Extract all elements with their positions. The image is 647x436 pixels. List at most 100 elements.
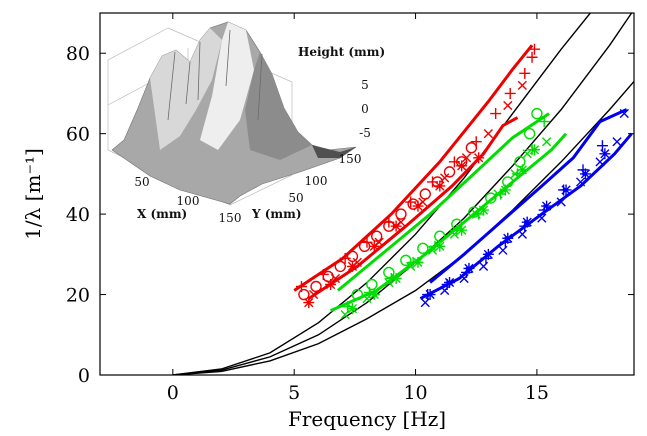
inset-y-tick: 100 [305,174,328,188]
inset-z-tick: 5 [361,78,369,92]
blue-marker-cross [575,177,586,187]
red-marker-cross [330,273,341,284]
red-marker-star [473,152,485,164]
red-upper-band [293,44,534,292]
blue-marker-plus [596,140,608,152]
x-tick-label: 5 [288,382,300,404]
red-marker-cross [503,100,513,111]
green-upper-band [336,112,550,292]
green-marker-circle [485,192,497,204]
red-marker-plus [339,252,351,264]
green-marker-circle [383,266,395,279]
green-marker-star [528,144,540,156]
red-marker-star [434,180,446,192]
inset-z-tick: 0 [361,102,369,116]
blue-marker-cross [459,273,469,284]
blue-marker-cross [440,285,450,296]
red-marker-circle [334,260,346,273]
red-marker-plus [504,87,516,99]
x-tick-label: 0 [167,382,179,404]
red-marker-cross [517,80,527,91]
green-marker-plus [538,116,550,128]
theory-curve-3 [172,80,634,375]
inset-y-label: Y (mm) [251,207,302,221]
red-marker-cross [308,289,319,300]
green-marker-star [390,272,402,284]
red-marker-plus [526,51,538,63]
x-tick-label: 15 [525,382,549,404]
red-marker-cross [440,173,450,183]
inset-z-label: Height (mm) [298,45,385,59]
green-marker-circle [400,254,412,267]
blue-marker-cross [478,261,489,272]
y-axis: 0 20 40 60 80 [66,43,634,387]
red-marker-star [325,279,337,290]
green-marker-cross [384,277,394,288]
red-marker-plus [490,108,502,120]
red-marker-star [390,220,402,232]
green-marker-cross [541,137,552,147]
red-marker-circle [298,288,310,301]
red-marker-plus [295,281,307,293]
green-marker-cross [510,169,520,179]
red-marker-cross [461,153,472,163]
red-marker-star [346,260,358,272]
red-marker-circle [371,230,383,242]
inset-x-tick: 150 [219,211,242,225]
y-tick-label: 0 [78,365,90,387]
theory-curve-1 [172,13,591,375]
blue-marker-star [521,216,533,228]
red-marker-plus [317,268,329,280]
green-marker-cross [471,209,481,219]
y-tick-label: 20 [66,285,90,307]
green-marker-circle [531,107,543,120]
blue-lower-band [419,132,633,300]
blue-marker-star [599,148,611,160]
blue-upper-band [429,108,628,284]
blue-marker-star [541,200,553,212]
green-marker-circle [523,127,536,140]
red-marker-star [412,200,424,212]
plot-frame [99,12,635,376]
red-marker-star [303,297,315,309]
red-marker-circle [346,250,359,263]
blue-marker-star [482,248,494,260]
blue-marker-cross [498,245,508,255]
red-marker-circle [419,188,431,200]
green-marker-star [346,303,358,315]
blue-marker-cross [595,157,605,167]
red-marker-circle [395,208,407,220]
blue-marker-cross [619,108,629,119]
blue-marker-star [444,276,456,288]
green-marker-circle [366,278,378,291]
red-marker-star [368,240,380,252]
red-marker-plus [528,43,540,55]
green-marker-star [412,256,424,268]
blue-marker-cross [517,229,527,239]
y-axis-label: 1/λ [m⁻¹] [21,148,45,240]
blue-marker-star [502,232,514,244]
red-marker-circle [465,142,478,154]
red-marker-circle [322,270,334,283]
inset-surface-plot: Height (mm) 5 0 -5 50 100 150 X (mm) 50 … [107,21,385,225]
inset-x-tick: 100 [177,194,200,208]
green-marker-cross [340,310,350,320]
blue-marker-cross [537,213,547,223]
green-marker-star [456,224,468,236]
inset-x-label: X (mm) [137,207,187,221]
red-marker-circle [310,280,322,293]
green-marker-circle [417,242,429,255]
y-tick-label: 80 [66,43,90,65]
green-marker-star [434,240,446,252]
x-axis-label: Frequency [Hz] [288,407,446,431]
blue-marker-star [560,184,572,196]
red-marker-cross [483,129,493,139]
red-marker-circle [443,166,456,178]
blue-marker-cross [420,297,430,308]
x-tick-label: 10 [403,382,427,404]
plot-area [172,13,634,375]
green-marker-star [516,164,528,176]
green-marker-cross [362,293,372,304]
green-marker-star [368,289,380,301]
